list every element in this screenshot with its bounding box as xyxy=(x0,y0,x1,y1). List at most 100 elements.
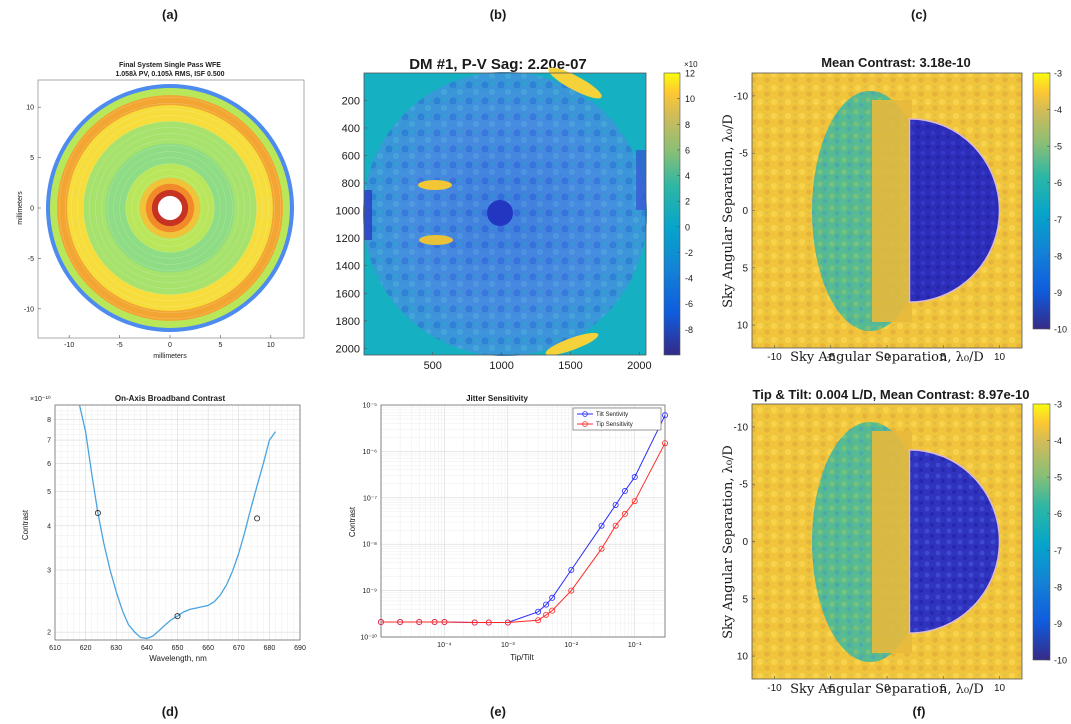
panel-d-marker xyxy=(254,515,261,522)
panel-d-xtick-label: 690 xyxy=(294,645,306,652)
panel-e-title: Jitter Sensitivity xyxy=(466,394,528,403)
panel-d-xtick-label: 610 xyxy=(49,645,61,652)
panel-f-y-ticks: -10 -5 0 5 10 xyxy=(734,422,755,663)
panel-f-xtick-label: -5 xyxy=(826,683,835,694)
panel-e-ytick-label: 10⁻⁷ xyxy=(363,495,377,502)
panel-e-series-0-marker xyxy=(631,474,638,481)
panel-e-series-1-marker xyxy=(598,545,605,552)
panel-c-cbar-tick-label: -5 xyxy=(1054,142,1062,152)
panel-e-grid xyxy=(380,405,665,638)
panel-b-cbar-tick-label: -2 xyxy=(685,248,693,258)
panel-a-texture-ring-11 xyxy=(71,109,269,307)
panel-a-ytick-label: -10 xyxy=(24,306,34,313)
panel-e-series-1-marker xyxy=(543,611,550,618)
panel-e-x-ticks: 10⁻⁴ 10⁻³ 10⁻² 10⁻¹ xyxy=(437,642,642,649)
panel-c-cbar-tick-label: -6 xyxy=(1054,178,1062,188)
panel-d-marker xyxy=(174,613,181,620)
panel-f-x-ticks: -10 -5 0 5 10 xyxy=(767,676,1005,694)
panel-f-ytick-label: -10 xyxy=(734,422,749,433)
panel-e-legend: Tilt Sentivity Tip Sensitivity xyxy=(572,407,662,431)
panel-f-xlabel: Sky Angular Separation, λ₀/D xyxy=(790,682,984,697)
panel-b-axes-box xyxy=(363,72,647,356)
panel-c-xtick-label: 10 xyxy=(994,352,1006,363)
panel-c-xtick-label: -5 xyxy=(826,352,835,363)
panel-label-c: (c) xyxy=(911,7,927,22)
panel-d-y-ticks: 8 7 6 5 4 3 2 xyxy=(47,417,51,637)
panel-a-axes-box xyxy=(37,79,305,339)
panel-e-ytick-label: 10⁻⁸ xyxy=(363,542,377,549)
panel-f-ytick-label: -5 xyxy=(739,480,748,491)
panel-b-bump-upper xyxy=(418,180,452,190)
panel-c-ytick-label: 5 xyxy=(742,263,748,274)
panel-e-series-1-marker xyxy=(568,587,575,594)
panel-b-ytick-label: 1600 xyxy=(336,288,360,300)
panel-f-ytick-label: 10 xyxy=(737,652,749,663)
panel-c-cbar-tick-label: -9 xyxy=(1054,288,1062,298)
panel-b-cbar-tick-label: 4 xyxy=(685,171,690,181)
panel-d-xtick-label: 630 xyxy=(110,645,122,652)
panel-c-contrast-map: Mean Contrast: 3.18e-10 -10 -5 0 5 10 -10 -5 0… xyxy=(721,55,1067,365)
panel-b-xtick-label: 2000 xyxy=(627,360,651,372)
panel-d-ytick-label: 4 xyxy=(47,523,51,530)
panel-e-series-1-marker xyxy=(431,619,438,626)
panel-a-ylabel: millimeters xyxy=(17,191,24,225)
panel-e-series-1-marker xyxy=(535,617,542,624)
panel-a-rings xyxy=(46,84,294,332)
panel-b-bump-top xyxy=(548,67,602,99)
panel-label-d: (d) xyxy=(162,704,179,719)
panel-a-texture-ring-7 xyxy=(95,133,245,283)
panel-b-bump-lower xyxy=(419,235,453,245)
panel-c-xtick-label: -10 xyxy=(767,352,782,363)
panel-d-grid xyxy=(55,405,300,640)
panel-f-cbar-tick-label: -7 xyxy=(1054,546,1062,556)
panel-label-f: (f) xyxy=(913,704,926,719)
panel-f-ylabel: Sky Angular Separation, λ₀/D xyxy=(721,445,736,639)
panel-c-cbar-tick-label: -3 xyxy=(1054,69,1062,79)
panel-e-series-1-marker xyxy=(416,619,423,626)
panel-f-cbar-tick-label: -4 xyxy=(1054,436,1062,446)
panel-d-ytick-label: 3 xyxy=(47,567,51,574)
panel-c-ytick-label: -10 xyxy=(734,91,749,102)
panel-b-y-ticks: 200 400 600 800 1000 1200 1400 1600 1800 2000 xyxy=(336,95,367,355)
panel-a-y-ticks: 10 5 0 -5 -10 xyxy=(24,105,41,313)
panel-c-title: Mean Contrast: 3.18e-10 xyxy=(821,55,971,70)
panel-f-cbar-tick-label: -5 xyxy=(1054,473,1062,483)
panel-c-y-ticks: -10 -5 0 5 10 xyxy=(734,91,755,332)
panel-b-x-ticks: 500 1000 1500 2000 xyxy=(424,352,652,372)
panel-e-xlabel: Tip/Tilt xyxy=(510,653,534,662)
panel-d-markers xyxy=(94,510,261,620)
panel-e-series-1-marker xyxy=(377,619,384,626)
panel-a-wfe-map: Final System Single Pass WFE 1.058λ PV, … xyxy=(17,62,305,360)
panel-e-legend-tip: Tip Sensitivity xyxy=(596,422,633,428)
panel-a-texture-ring-9 xyxy=(83,121,257,295)
panel-b-ytick-label: 1200 xyxy=(336,233,360,245)
panel-e-xtick-label: 10⁻¹ xyxy=(628,642,642,649)
panel-f-title: Tip & Tilt: 0.004 L/D, Mean Contrast: 8.… xyxy=(753,387,1030,402)
panel-e-axes-box xyxy=(380,404,666,638)
panel-e-series-line-0 xyxy=(381,415,666,623)
panel-b-cbar-tick-label: -6 xyxy=(685,299,693,309)
panel-b-xtick-label: 500 xyxy=(424,360,442,372)
panel-b-edge-left xyxy=(364,190,372,240)
panel-c-ylabel: Sky Angular Separation, λ₀/D xyxy=(721,114,736,308)
panel-a-ytick-label: 5 xyxy=(30,155,34,162)
panel-a-texture-ring-1 xyxy=(131,169,209,247)
panel-b-edge-right xyxy=(636,150,646,210)
panel-d-ytick-label: 2 xyxy=(47,630,51,637)
panel-f-cbar-tick-label: -3 xyxy=(1054,400,1062,410)
panel-e-series-0-marker xyxy=(612,501,619,508)
panel-e-y-ticks: 10⁻⁵ 10⁻⁶ 10⁻⁷ 10⁻⁸ 10⁻⁹ 10⁻¹⁰ xyxy=(360,403,377,642)
panel-d-ytick-label: 6 xyxy=(47,461,51,468)
panel-a-texture-ring-3 xyxy=(119,157,221,259)
panel-f-xtick-label: 5 xyxy=(940,683,946,694)
panel-b-colorbar xyxy=(663,72,681,356)
panel-a-texture-ring-13 xyxy=(58,96,282,320)
panel-d-ytick-label: 5 xyxy=(47,489,51,496)
panel-d-xlabel: Wavelength, nm xyxy=(149,654,207,663)
panel-c-ytick-label: 10 xyxy=(737,321,749,332)
panel-b-cbar-tick-label: 6 xyxy=(685,145,690,155)
panel-f-ytick-label: 0 xyxy=(742,537,748,548)
panel-f-dark-hole xyxy=(908,449,1001,634)
panel-c-colorbar-ticks: -3 -4 -5 -6 -7 -8 -9 -10 xyxy=(1047,69,1067,335)
panel-f-cbar-tick-label: -10 xyxy=(1054,656,1067,666)
